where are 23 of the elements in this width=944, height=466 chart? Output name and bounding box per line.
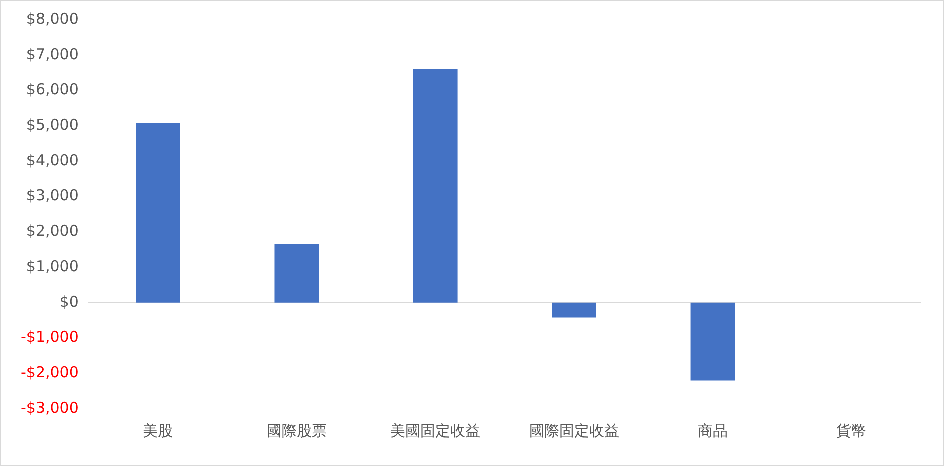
y-tick-label: -$1,000 [20, 328, 79, 346]
x-tick-label: 商品 [698, 422, 728, 440]
x-tick-label: 國際固定收益 [529, 422, 620, 440]
y-tick-label: $3,000 [26, 186, 79, 205]
y-tick-label: $1,000 [26, 257, 79, 276]
y-tick-label: $0 [60, 292, 79, 311]
y-tick-label: $2,000 [26, 222, 79, 240]
y-tick-label: $8,000 [26, 10, 79, 28]
x-tick-label: 美股 [143, 422, 174, 440]
y-tick-label: $4,000 [26, 151, 79, 170]
bar [552, 302, 596, 318]
bar [274, 244, 320, 303]
y-tick-label: -$2,000 [20, 364, 79, 382]
x-tick-label: 貨幣 [836, 422, 867, 440]
x-tick-label: 美國固定收益 [390, 422, 481, 440]
x-tick-label: 國際股票 [266, 422, 327, 440]
bar [136, 123, 180, 303]
bar [413, 70, 458, 303]
y-tick-label: -$3,000 [20, 398, 79, 417]
bar [690, 302, 736, 381]
y-tick-label: $6,000 [26, 80, 79, 99]
y-tick-label: $7,000 [26, 45, 79, 64]
y-tick-label: $5,000 [26, 116, 79, 134]
